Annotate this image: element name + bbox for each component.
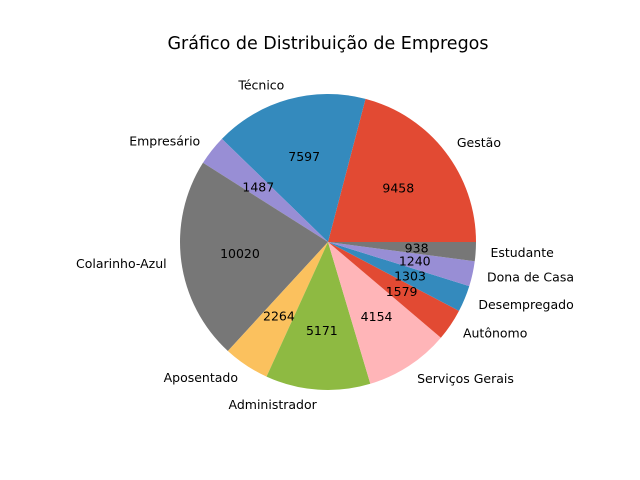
- slice-autonomo: [328, 242, 460, 338]
- category-label-estudante: Estudante: [490, 245, 554, 260]
- value-label-dona-de-casa: 1240: [399, 254, 431, 269]
- category-label-colarinho-azul: Colarinho-Azul: [76, 256, 167, 271]
- value-label-autonomo: 1579: [386, 284, 418, 299]
- slice-administrador: [266, 242, 371, 391]
- value-label-empresario: 1487: [242, 179, 274, 194]
- value-label-servicos-gerais: 4154: [361, 309, 393, 324]
- value-label-estudante: 938: [405, 240, 429, 255]
- slice-gestao: [328, 98, 476, 242]
- category-label-administrador: Administrador: [229, 397, 318, 412]
- slice-colarinho-azul: [180, 162, 328, 351]
- category-label-gestao: Gestão: [457, 135, 501, 150]
- slice-estudante: [328, 242, 476, 262]
- value-label-gestao: 9458: [382, 180, 414, 195]
- value-label-aposentado: 2264: [263, 309, 295, 324]
- slice-desempregado: [328, 242, 470, 311]
- category-label-autonomo: Autônomo: [463, 326, 527, 341]
- category-labels: Gestão Técnico Empresário Colarinho-Azul Apo…: [76, 78, 574, 412]
- slice-servicos-gerais: [328, 242, 441, 384]
- category-label-tecnico: Técnico: [237, 78, 284, 93]
- value-labels: 9458 7597 1487 10020 2264 5171 4154 15791303124…: [220, 149, 431, 338]
- category-label-empresario: Empresário: [129, 134, 200, 149]
- value-label-colarinho-azul: 10020: [220, 246, 260, 261]
- chart-title: Gráfico de Distribuição de Empregos: [167, 34, 488, 54]
- value-label-desempregado: 1303: [394, 269, 426, 284]
- category-label-servicos-gerais: Serviços Gerais: [417, 371, 514, 386]
- pie-slices: [180, 94, 476, 391]
- value-label-tecnico: 7597: [288, 149, 320, 164]
- value-label-administrador: 5171: [306, 323, 338, 338]
- category-label-desempregado: Desempregado: [478, 297, 573, 312]
- category-label-aposentado: Aposentado: [164, 370, 238, 385]
- slice-aposentado: [227, 242, 328, 377]
- slice-tecnico: [221, 94, 366, 242]
- slice-empresario: [202, 138, 328, 242]
- slice-dona-de-casa: [328, 242, 475, 287]
- category-label-dona-de-casa: Dona de Casa: [487, 269, 574, 284]
